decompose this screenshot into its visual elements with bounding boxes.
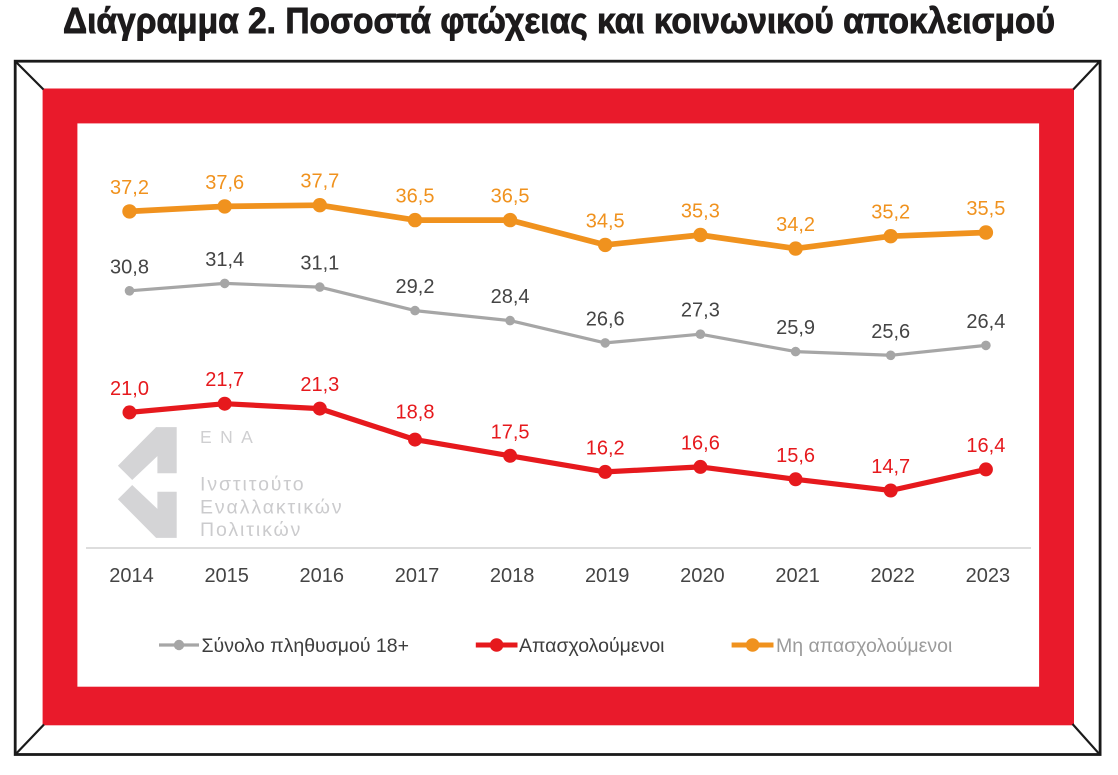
- svg-text:37,7: 37,7: [300, 171, 339, 193]
- svg-text:Ινστιτούτο: Ινστιτούτο: [200, 474, 305, 496]
- svg-text:2017: 2017: [395, 565, 440, 587]
- svg-text:30,8: 30,8: [110, 256, 149, 278]
- svg-text:36,5: 36,5: [491, 186, 530, 208]
- svg-text:29,2: 29,2: [396, 276, 435, 298]
- svg-text:2018: 2018: [490, 565, 535, 587]
- svg-text:2023: 2023: [966, 565, 1011, 587]
- svg-text:28,4: 28,4: [491, 286, 530, 308]
- svg-text:Σύνολο πληθυσμού 18+: Σύνολο πληθυσμού 18+: [202, 635, 410, 657]
- svg-text:21,3: 21,3: [300, 374, 339, 396]
- svg-text:Απασχολούμενοι: Απασχολούμενοι: [519, 635, 665, 657]
- svg-text:16,4: 16,4: [966, 435, 1005, 457]
- svg-text:2016: 2016: [300, 565, 345, 587]
- svg-text:2020: 2020: [680, 565, 725, 587]
- svg-text:21,7: 21,7: [205, 369, 244, 391]
- svg-text:27,3: 27,3: [681, 300, 720, 322]
- svg-text:Διάγραμμα 2. Ποσοστά φτώχειας: Διάγραμμα 2. Ποσοστά φτώχειας και κοινων…: [63, 0, 1055, 41]
- svg-text:Πολιτικών: Πολιτικών: [200, 519, 302, 541]
- svg-text:18,8: 18,8: [396, 402, 435, 424]
- svg-text:26,4: 26,4: [966, 311, 1005, 333]
- svg-text:37,6: 37,6: [205, 172, 244, 194]
- svg-text:34,2: 34,2: [776, 214, 815, 236]
- svg-text:Εναλλακτικών: Εναλλακτικών: [200, 497, 344, 519]
- svg-text:25,6: 25,6: [871, 321, 910, 343]
- svg-text:15,6: 15,6: [776, 445, 815, 467]
- svg-text:35,3: 35,3: [681, 201, 720, 223]
- svg-text:35,2: 35,2: [871, 202, 910, 224]
- svg-text:37,2: 37,2: [110, 177, 149, 199]
- svg-text:26,6: 26,6: [586, 308, 625, 330]
- svg-text:2022: 2022: [870, 565, 915, 587]
- svg-text:34,5: 34,5: [586, 210, 625, 232]
- svg-text:31,1: 31,1: [300, 253, 339, 275]
- svg-text:21,0: 21,0: [110, 378, 149, 400]
- svg-text:Μη απασχολούμενοι: Μη απασχολούμενοι: [776, 635, 952, 657]
- svg-text:2015: 2015: [204, 565, 249, 587]
- svg-text:ENA: ENA: [200, 427, 261, 447]
- svg-text:2021: 2021: [775, 565, 820, 587]
- svg-text:35,5: 35,5: [966, 198, 1005, 220]
- svg-text:2019: 2019: [585, 565, 630, 587]
- svg-text:16,2: 16,2: [586, 437, 625, 459]
- svg-text:14,7: 14,7: [871, 456, 910, 478]
- svg-text:2014: 2014: [109, 565, 154, 587]
- svg-text:17,5: 17,5: [491, 421, 530, 443]
- svg-text:16,6: 16,6: [681, 432, 720, 454]
- svg-text:36,5: 36,5: [396, 186, 435, 208]
- svg-text:31,4: 31,4: [205, 249, 244, 271]
- svg-text:25,9: 25,9: [776, 317, 815, 339]
